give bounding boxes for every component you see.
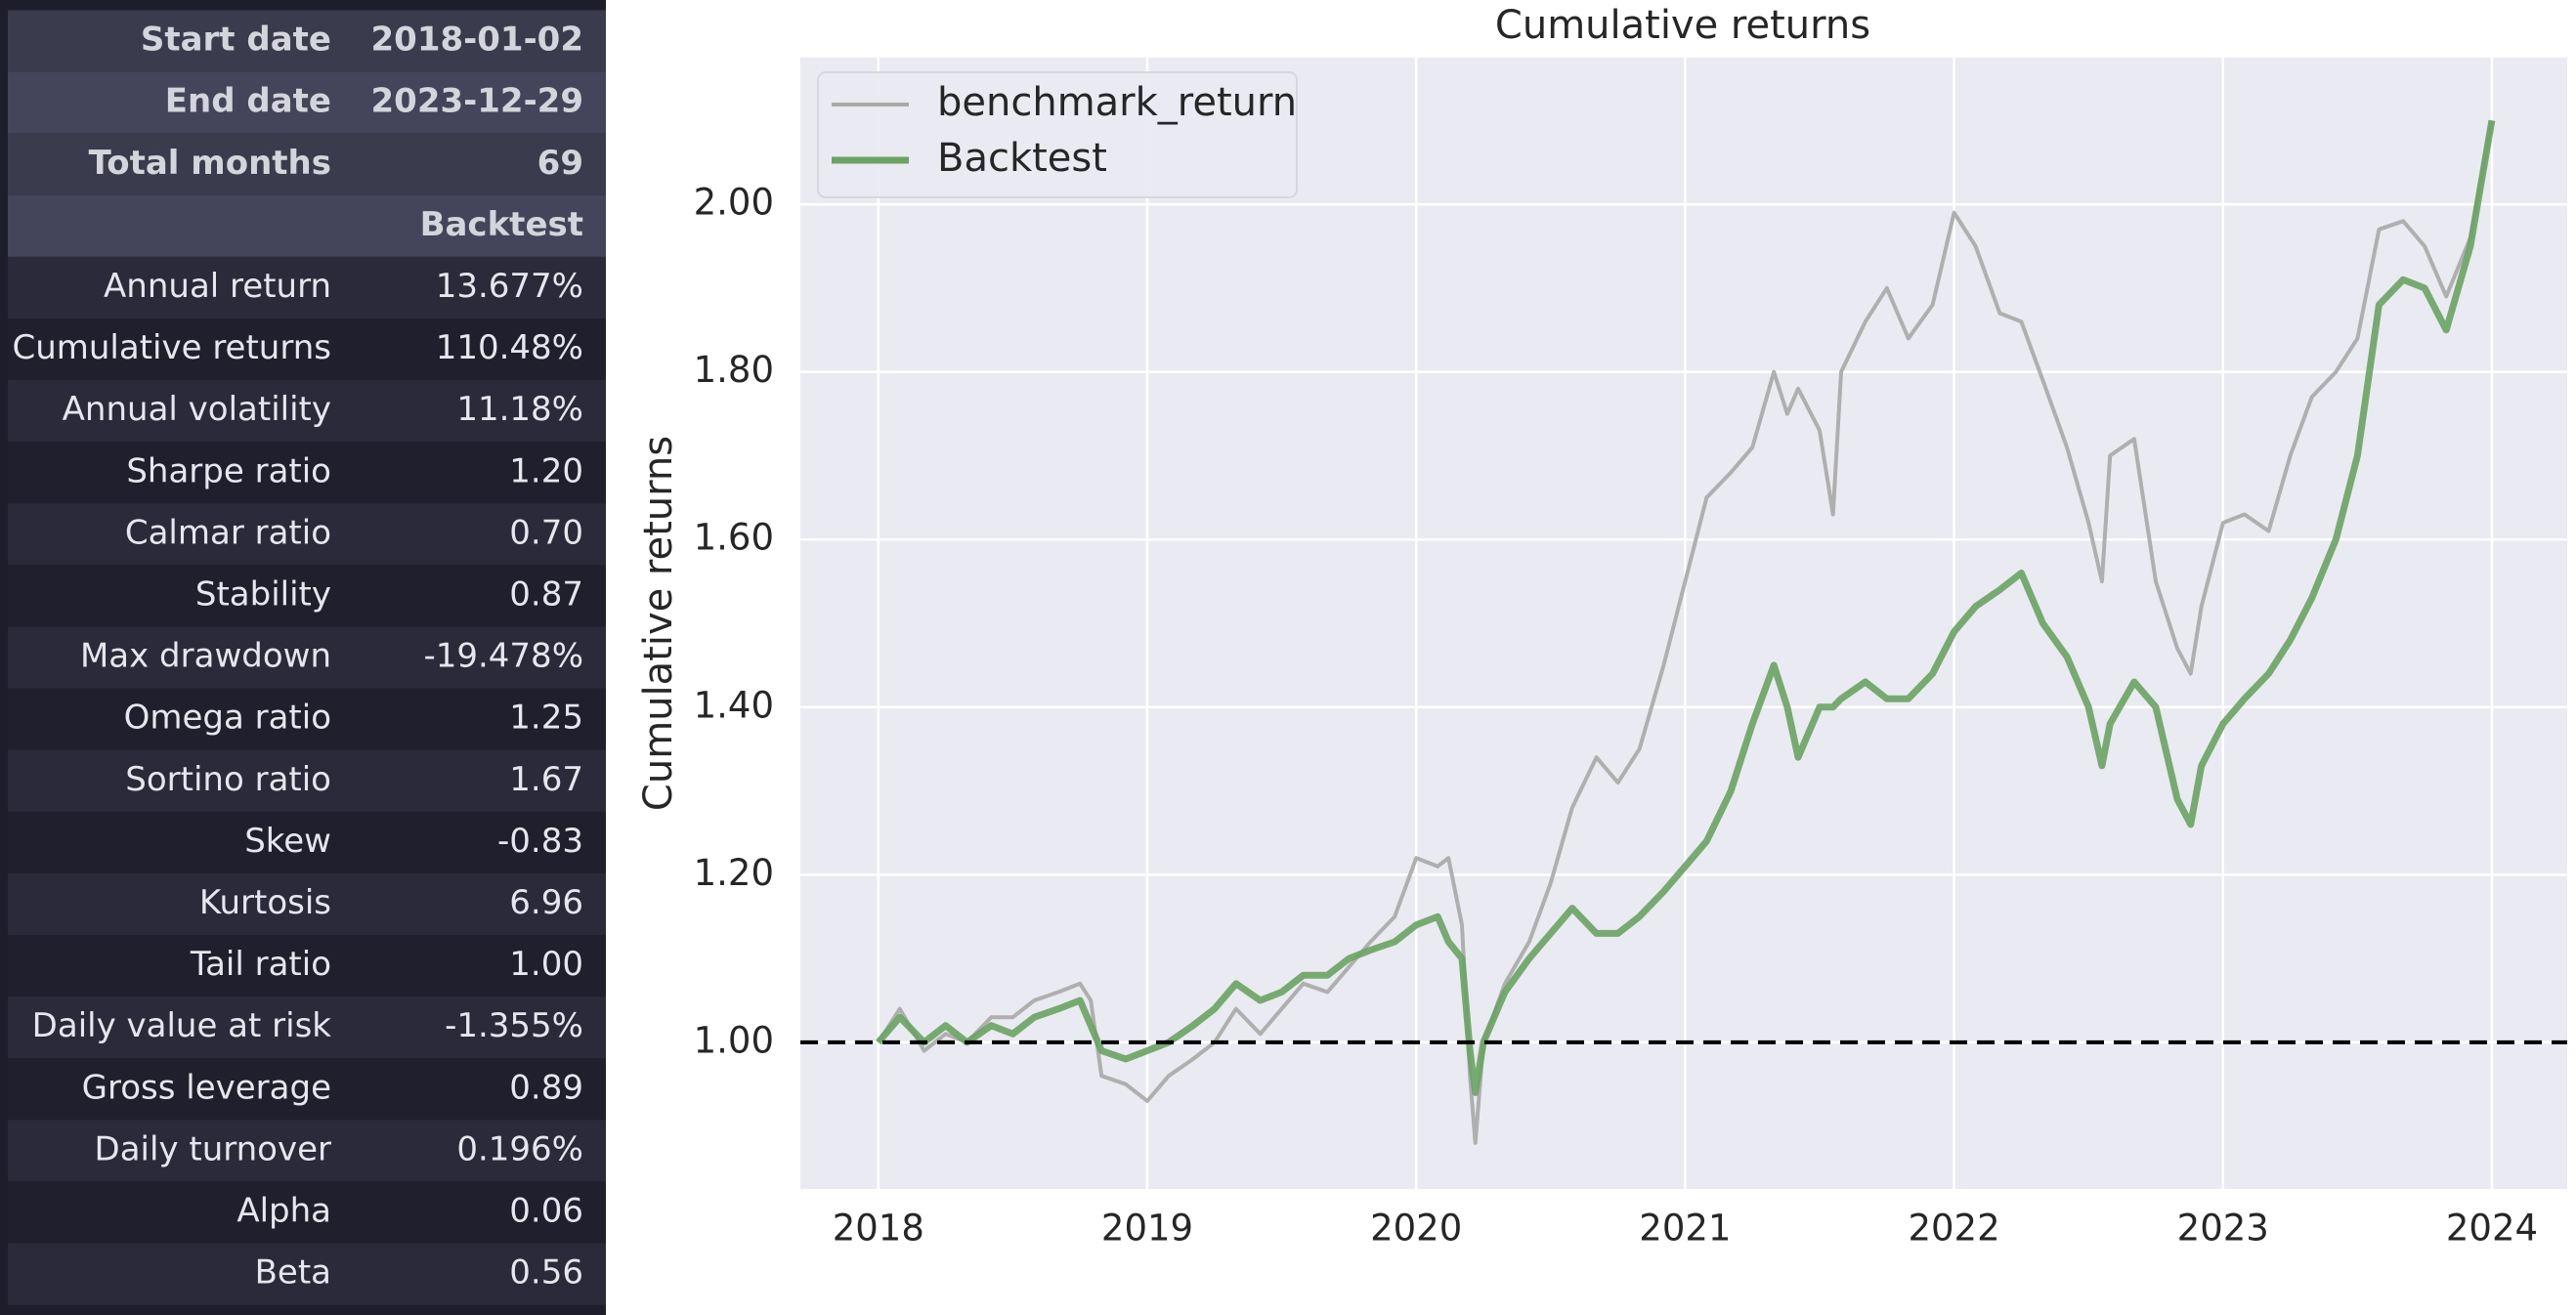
x-tick-label: 2021 xyxy=(1639,1208,1731,1250)
row-label: Annual volatility xyxy=(63,390,331,429)
row-label: Skew xyxy=(244,822,331,861)
x-tick-label: 2024 xyxy=(2446,1208,2538,1250)
row-value: 2023-12-29 xyxy=(371,82,583,121)
y-tick-label: 1.60 xyxy=(694,517,774,559)
row-value: 1.00 xyxy=(509,945,583,984)
row-value: 1.67 xyxy=(509,760,583,799)
table-row xyxy=(8,442,606,504)
x-tick-label: 2018 xyxy=(833,1208,924,1250)
table-row xyxy=(8,997,606,1059)
row-label: Kurtosis xyxy=(199,883,331,922)
row-label: Alpha xyxy=(236,1191,331,1230)
series-line xyxy=(876,119,2496,1096)
legend-box xyxy=(817,71,1298,198)
table-row xyxy=(8,688,606,750)
row-label: End date xyxy=(165,82,331,121)
table-row xyxy=(8,565,606,627)
row-label: Calmar ratio xyxy=(125,513,331,552)
row-label: Daily turnover xyxy=(95,1129,331,1168)
row-label: Annual return xyxy=(104,267,331,306)
row-label: Max drawdown xyxy=(80,637,331,676)
row-label: Sharpe ratio xyxy=(126,451,331,490)
table-row xyxy=(8,1120,606,1182)
row-label: Beta xyxy=(255,1253,331,1293)
y-tick-label: 1.80 xyxy=(694,349,774,391)
row-value: 2018-01-02 xyxy=(371,21,583,60)
table-row xyxy=(8,194,606,257)
row-value: 0.87 xyxy=(509,574,583,614)
y-tick-label: 2.00 xyxy=(694,182,774,224)
row-value: 0.89 xyxy=(509,1068,583,1107)
series-line xyxy=(877,119,2494,1145)
row-value: 0.56 xyxy=(509,1253,583,1293)
x-tick-label: 2022 xyxy=(1908,1208,1999,1250)
row-label: Start date xyxy=(141,21,331,60)
y-tick-label: 1.00 xyxy=(694,1019,774,1061)
row-label: Cumulative returns xyxy=(12,328,331,367)
table-row xyxy=(8,626,606,689)
row-label: Gross leverage xyxy=(82,1068,331,1107)
row-value: 0.06 xyxy=(509,1191,583,1230)
y-tick-label: 1.20 xyxy=(694,852,774,894)
table-row xyxy=(8,71,606,134)
table-row xyxy=(8,380,606,443)
row-value: 1.20 xyxy=(509,451,583,490)
table-row xyxy=(8,256,606,318)
row-value: 0.70 xyxy=(509,513,583,552)
table-row xyxy=(8,133,606,195)
table-row xyxy=(8,1058,606,1121)
legend-label: Backtest xyxy=(937,136,1107,181)
y-axis-label: Cumulative returns xyxy=(636,436,681,811)
row-value: 6.96 xyxy=(509,883,583,922)
row-label: Sortino ratio xyxy=(125,760,331,799)
row-value: -1.355% xyxy=(445,1006,583,1045)
row-label: Tail ratio xyxy=(190,945,331,984)
row-value: Backtest xyxy=(420,205,583,244)
table-row xyxy=(8,1181,606,1244)
row-label: Omega ratio xyxy=(124,699,331,738)
row-value: 13.677% xyxy=(436,267,583,306)
row-value: 0.196% xyxy=(456,1129,583,1168)
row-label: Total months xyxy=(89,144,331,183)
x-tick-label: 2020 xyxy=(1370,1208,1462,1250)
y-tick-label: 1.40 xyxy=(694,684,774,726)
legend-label: benchmark_return xyxy=(937,80,1297,125)
table-row xyxy=(8,811,606,873)
row-label: Daily value at risk xyxy=(32,1006,332,1045)
x-tick-label: 2023 xyxy=(2177,1208,2269,1250)
table-row xyxy=(8,503,606,566)
plot-area xyxy=(800,58,2567,1189)
table-row xyxy=(8,749,606,812)
table-row xyxy=(8,935,606,997)
row-value: 110.48% xyxy=(436,328,583,367)
row-value: 11.18% xyxy=(456,390,583,429)
row-label: Stability xyxy=(195,574,331,614)
chart-title: Cumulative returns xyxy=(1495,3,1870,48)
row-value: 1.25 xyxy=(509,699,583,738)
row-value: 69 xyxy=(537,144,583,183)
table-row xyxy=(8,10,606,72)
row-value: -19.478% xyxy=(423,637,583,676)
x-tick-label: 2019 xyxy=(1101,1208,1193,1250)
row-value: -0.83 xyxy=(497,822,583,861)
table-row xyxy=(8,872,606,935)
table-row xyxy=(8,318,606,381)
table-row xyxy=(8,1243,606,1305)
